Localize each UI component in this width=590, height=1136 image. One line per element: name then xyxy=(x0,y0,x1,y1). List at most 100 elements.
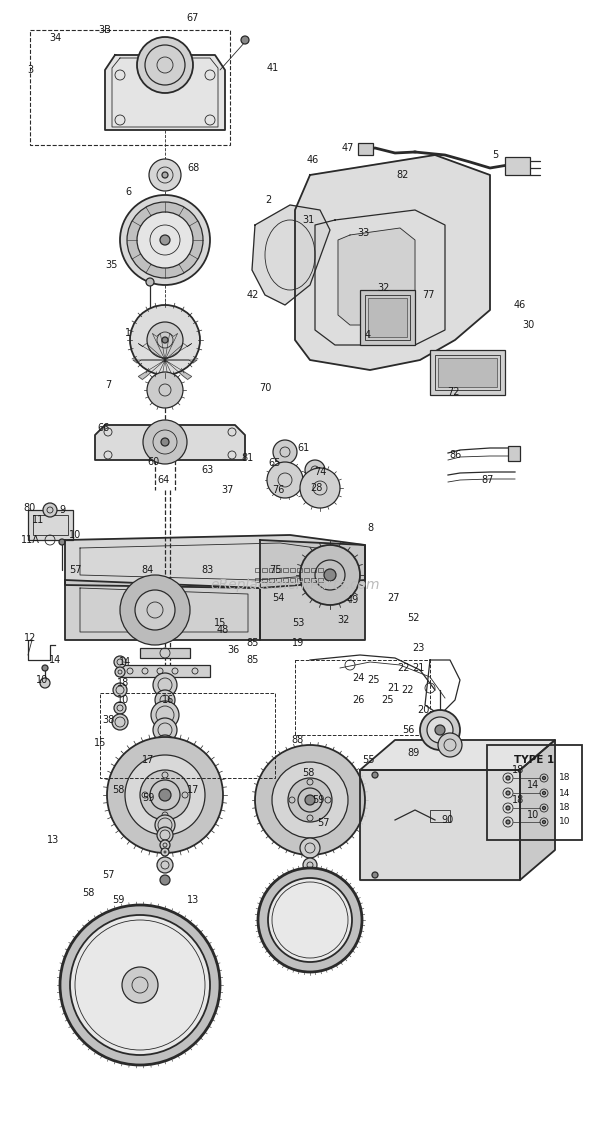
Text: 17: 17 xyxy=(142,755,154,765)
Circle shape xyxy=(155,735,175,755)
Text: 54: 54 xyxy=(272,593,284,603)
Text: 56: 56 xyxy=(402,725,414,735)
Bar xyxy=(295,660,430,735)
Circle shape xyxy=(506,820,510,824)
Circle shape xyxy=(60,905,220,1066)
Text: 21: 21 xyxy=(387,683,399,693)
Polygon shape xyxy=(252,204,330,304)
Circle shape xyxy=(506,791,510,795)
Text: 31: 31 xyxy=(302,215,314,225)
Text: 49: 49 xyxy=(347,595,359,605)
Circle shape xyxy=(155,815,175,835)
Text: 18: 18 xyxy=(117,678,129,688)
Text: 35: 35 xyxy=(106,260,118,270)
Bar xyxy=(430,810,450,822)
Text: 53: 53 xyxy=(292,618,304,628)
Text: 20: 20 xyxy=(417,705,429,715)
Text: 46: 46 xyxy=(514,300,526,310)
Circle shape xyxy=(140,770,190,820)
Circle shape xyxy=(137,212,193,268)
Bar xyxy=(283,578,288,582)
Text: 63: 63 xyxy=(201,465,213,475)
Polygon shape xyxy=(338,228,415,325)
Circle shape xyxy=(160,875,170,885)
Text: 89: 89 xyxy=(407,747,419,758)
Text: 26: 26 xyxy=(352,695,364,705)
Circle shape xyxy=(372,772,378,778)
Bar xyxy=(360,290,415,345)
Circle shape xyxy=(135,590,175,630)
Circle shape xyxy=(542,777,546,779)
Bar xyxy=(33,515,68,535)
Text: 4: 4 xyxy=(365,329,371,340)
Circle shape xyxy=(143,420,187,463)
Circle shape xyxy=(113,683,127,698)
Text: TYPE 1: TYPE 1 xyxy=(514,755,554,765)
Polygon shape xyxy=(165,360,197,364)
Circle shape xyxy=(503,772,513,783)
Text: 61: 61 xyxy=(297,443,309,453)
Text: 64: 64 xyxy=(157,475,169,485)
Circle shape xyxy=(130,304,200,375)
Polygon shape xyxy=(95,425,245,460)
Circle shape xyxy=(503,817,513,827)
Bar xyxy=(290,578,295,582)
Text: 74: 74 xyxy=(314,467,326,477)
Circle shape xyxy=(241,36,249,44)
Text: 6: 6 xyxy=(125,187,131,197)
Text: 88: 88 xyxy=(292,735,304,745)
Circle shape xyxy=(149,159,181,191)
Text: 32: 32 xyxy=(377,283,389,293)
Bar xyxy=(435,356,500,390)
Text: 85: 85 xyxy=(247,655,259,665)
Circle shape xyxy=(435,725,445,735)
Text: 85: 85 xyxy=(247,638,259,648)
Text: 82: 82 xyxy=(397,170,409,179)
Circle shape xyxy=(542,820,546,824)
Text: 27: 27 xyxy=(387,593,399,603)
Circle shape xyxy=(107,737,223,853)
Circle shape xyxy=(160,840,170,850)
Text: 55: 55 xyxy=(362,755,374,765)
Text: 58: 58 xyxy=(112,785,124,795)
Text: 18: 18 xyxy=(512,795,524,805)
Text: 10: 10 xyxy=(117,695,129,705)
Text: 11: 11 xyxy=(32,515,44,525)
Polygon shape xyxy=(65,580,260,640)
Text: 80: 80 xyxy=(24,503,36,513)
Circle shape xyxy=(305,460,325,481)
Text: 15: 15 xyxy=(94,738,106,747)
Circle shape xyxy=(305,795,315,805)
Circle shape xyxy=(161,847,169,857)
Text: 7: 7 xyxy=(105,381,111,390)
Bar xyxy=(100,693,275,778)
Text: 10: 10 xyxy=(69,531,81,540)
Text: 16: 16 xyxy=(162,695,174,705)
Circle shape xyxy=(160,235,170,245)
Text: 87: 87 xyxy=(482,475,494,485)
Bar xyxy=(262,568,267,573)
Polygon shape xyxy=(133,360,165,364)
Text: 10: 10 xyxy=(559,818,571,827)
Bar xyxy=(269,568,274,573)
Text: 41: 41 xyxy=(267,62,279,73)
Polygon shape xyxy=(165,333,178,360)
Polygon shape xyxy=(360,740,555,770)
Bar xyxy=(318,578,323,582)
Text: eReplacementParts.com: eReplacementParts.com xyxy=(210,578,380,592)
Bar xyxy=(276,568,281,573)
Text: 8: 8 xyxy=(367,523,373,533)
Text: 37: 37 xyxy=(222,485,234,495)
Text: 38: 38 xyxy=(102,715,114,725)
Bar xyxy=(255,578,260,582)
Text: 21: 21 xyxy=(412,663,424,673)
Bar xyxy=(318,568,323,573)
Text: 10: 10 xyxy=(36,675,48,685)
Bar xyxy=(283,568,288,573)
Text: 12: 12 xyxy=(24,633,36,643)
Circle shape xyxy=(542,807,546,810)
Circle shape xyxy=(59,538,65,545)
Text: 22: 22 xyxy=(396,663,409,673)
Text: 42: 42 xyxy=(247,290,259,300)
Circle shape xyxy=(427,717,453,743)
